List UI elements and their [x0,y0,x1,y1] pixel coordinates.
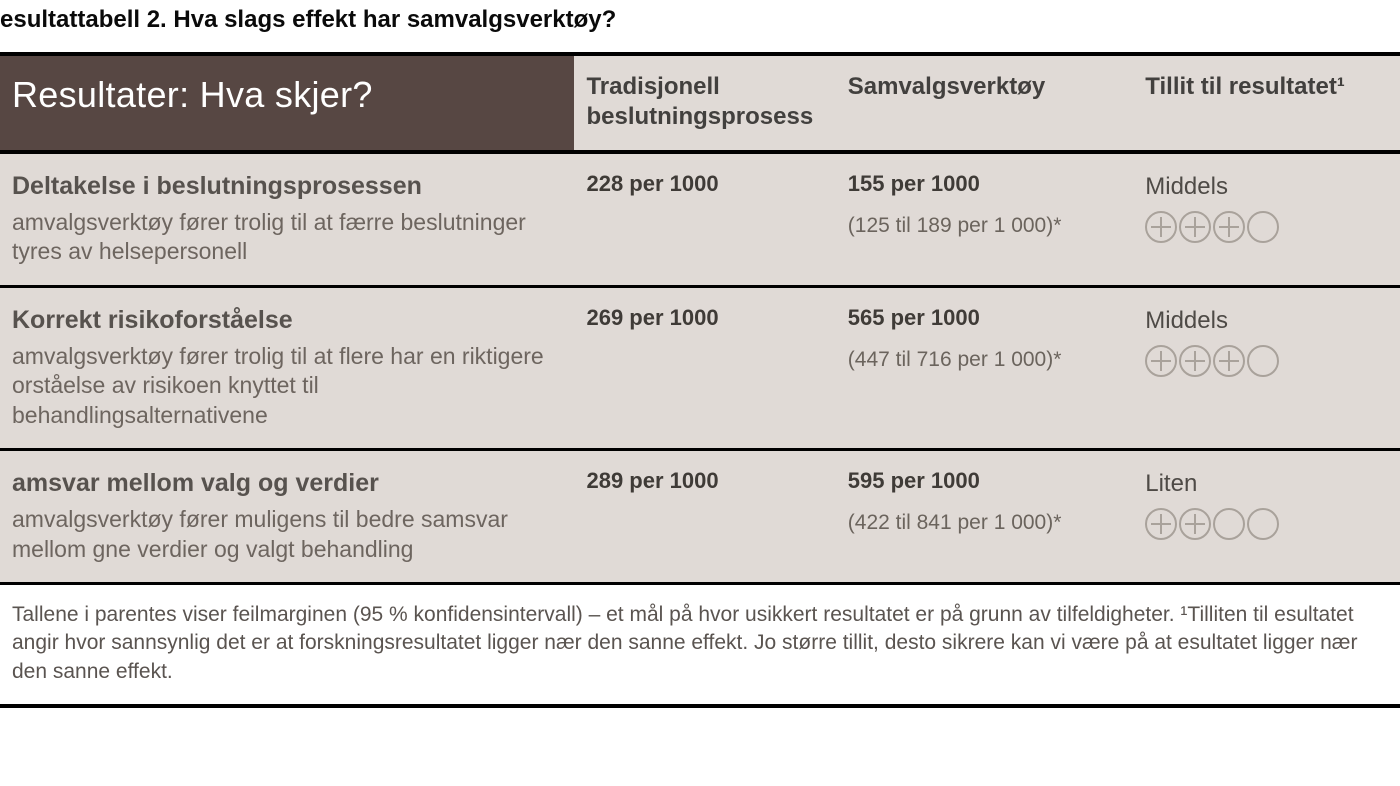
header-traditional: Tradisjonell beslutningsprosess [574,54,835,152]
table-caption: esultattabell 2. Hva slags effekt har sa… [0,0,1400,52]
sam-value: 565 per 1000 [848,304,1117,332]
trad-value: 228 per 1000 [586,170,819,198]
row-desc: amvalgsverktøy fører trolig til at flere… [12,343,544,428]
row-sam-cell: 595 per 1000 (422 til 841 per 1 000)* [836,450,1133,584]
grade-circle-filled-icon [1145,211,1177,243]
header-main: Resultater: Hva skjer? [0,54,574,152]
table-header-row: Resultater: Hva skjer? Tradisjonell besl… [0,54,1400,152]
row-description-cell: Korrekt risikoforståelse amvalgsverktøy … [0,286,574,449]
sam-value: 595 per 1000 [848,467,1117,495]
table-row: Korrekt risikoforståelse amvalgsverktøy … [0,286,1400,449]
row-desc: amvalgsverktøy fører muligens til bedre … [12,506,508,561]
grade-circle-filled-icon [1213,345,1245,377]
trad-value: 269 per 1000 [586,304,819,332]
table-row: Deltakelse i beslutningsprosessen amvalg… [0,152,1400,286]
row-title: amsvar mellom valg og verdier [12,467,558,499]
row-title: Korrekt risikoforståelse [12,304,558,336]
sam-ci: (125 til 189 per 1 000)* [848,214,1062,237]
row-trad-cell: 269 per 1000 [574,286,835,449]
header-samvalg: Samvalgsverktøy [836,54,1133,152]
grade-circle-empty-icon [1247,211,1279,243]
trust-label: Middels [1145,172,1384,203]
row-sam-cell: 565 per 1000 (447 til 716 per 1 000)* [836,286,1133,449]
row-description-cell: Deltakelse i beslutningsprosessen amvalg… [0,152,574,286]
row-trust-cell: Middels [1133,152,1400,286]
grade-circle-empty-icon [1247,345,1279,377]
header-trust: Tillit til resultatet¹ [1133,54,1400,152]
row-desc: amvalgsverktøy fører trolig til at færre… [12,209,526,264]
sam-ci: (447 til 716 per 1 000)* [848,348,1062,371]
trust-label: Middels [1145,306,1384,337]
grade-circle-filled-icon [1145,508,1177,540]
row-trad-cell: 228 per 1000 [574,152,835,286]
row-trad-cell: 289 per 1000 [574,450,835,584]
grade-circle-empty-icon [1213,508,1245,540]
table-row: amsvar mellom valg og verdier amvalgsver… [0,450,1400,584]
footnote-text: Tallene i parentes viser feilmarginen (9… [0,584,1400,707]
grade-circle-filled-icon [1179,211,1211,243]
grade-circle-filled-icon [1179,508,1211,540]
grade-circle-filled-icon [1179,345,1211,377]
sam-ci: (422 til 841 per 1 000)* [848,511,1062,534]
row-trust-cell: Liten [1133,450,1400,584]
table-body: Deltakelse i beslutningsprosessen amvalg… [0,152,1400,706]
grade-circle-filled-icon [1145,345,1177,377]
row-title: Deltakelse i beslutningsprosessen [12,170,558,202]
row-description-cell: amsvar mellom valg og verdier amvalgsver… [0,450,574,584]
footnote-row: Tallene i parentes viser feilmarginen (9… [0,584,1400,707]
grade-circle-filled-icon [1213,211,1245,243]
trust-circles [1145,508,1384,540]
trust-circles [1145,345,1384,377]
sam-value: 155 per 1000 [848,170,1117,198]
results-table: Resultater: Hva skjer? Tradisjonell besl… [0,52,1400,708]
trust-circles [1145,211,1384,243]
grade-circle-empty-icon [1247,508,1279,540]
trad-value: 289 per 1000 [586,467,819,495]
row-sam-cell: 155 per 1000 (125 til 189 per 1 000)* [836,152,1133,286]
row-trust-cell: Middels [1133,286,1400,449]
trust-label: Liten [1145,469,1384,500]
